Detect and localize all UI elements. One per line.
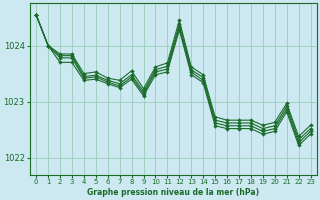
X-axis label: Graphe pression niveau de la mer (hPa): Graphe pression niveau de la mer (hPa) xyxy=(87,188,260,197)
